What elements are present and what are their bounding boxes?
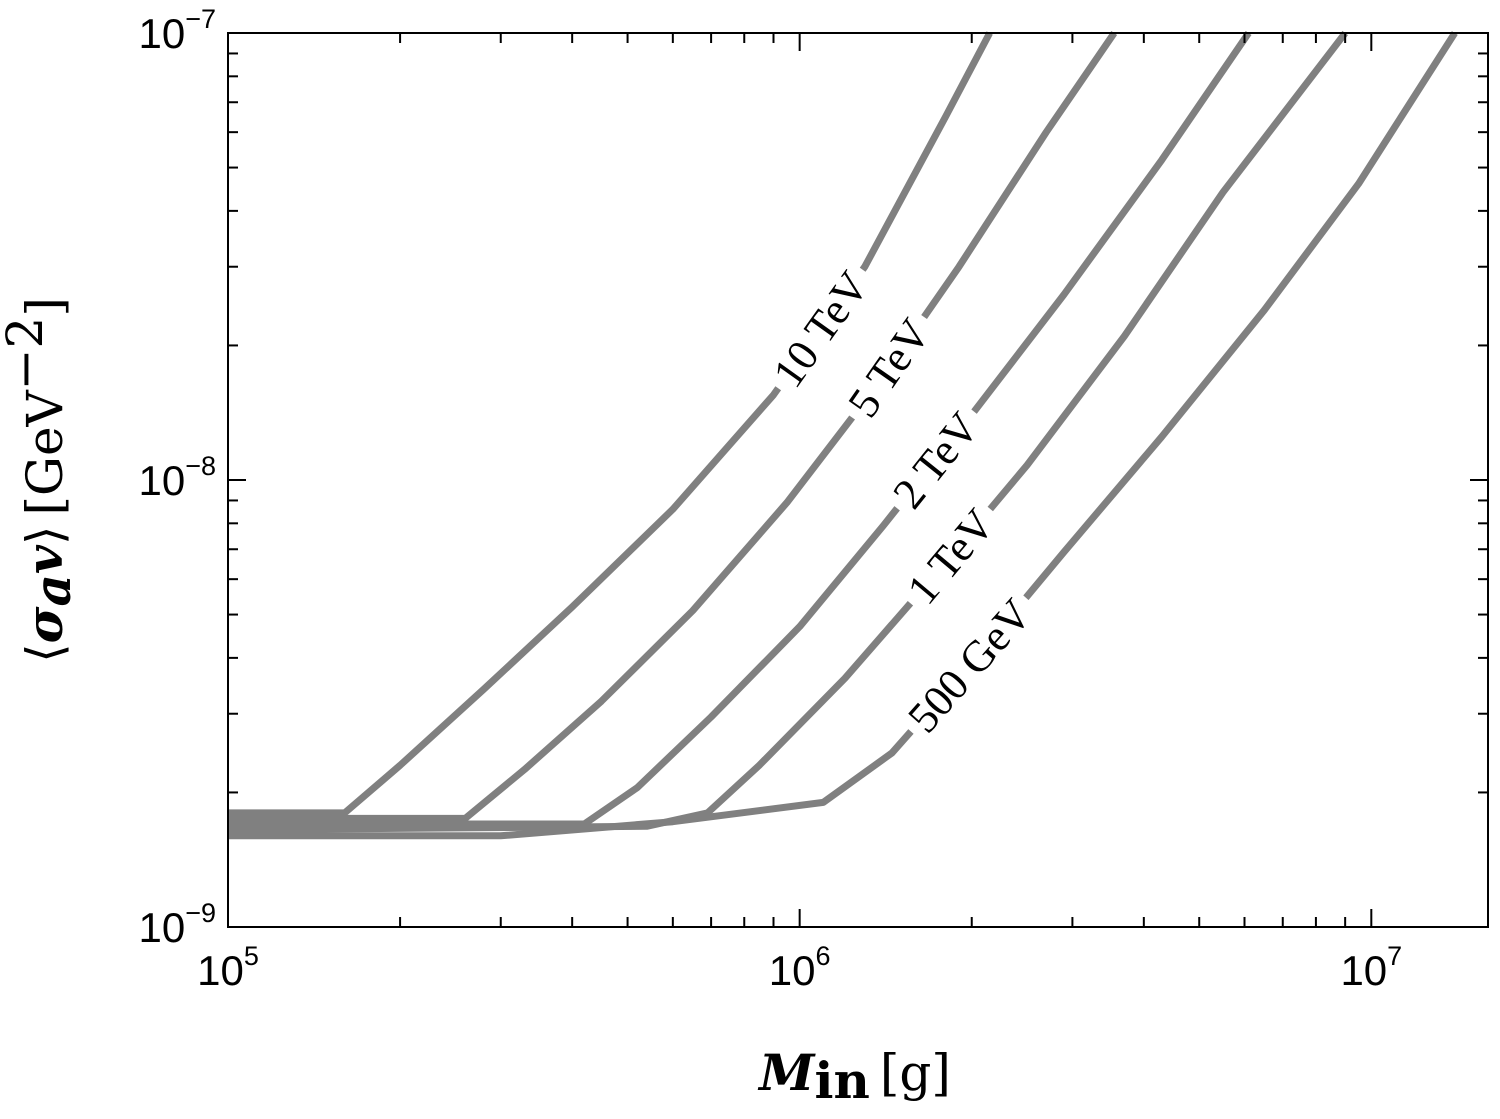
y-axis-title: ⟨σav⟩[GeV−2] [0, 297, 82, 663]
x-axis-title: Min [g] [757, 1043, 951, 1110]
series-line [228, 31, 1252, 828]
y-tick-label: 10−9 [138, 898, 216, 951]
ticks-group [227, 32, 1488, 928]
curves-group [227, 30, 1458, 840]
series-line [228, 31, 993, 817]
tick-labels-group: 105 106 107 10−9 10−8 10−7 [138, 4, 1402, 994]
svg-text:500 GeV: 500 GeV [898, 589, 1041, 742]
x-tick-label: 105 [197, 941, 259, 994]
series-line [227, 30, 1348, 834]
x-tick-label: 106 [769, 941, 831, 994]
plot-frame [227, 32, 1489, 928]
y-tick-label: 10−7 [138, 4, 216, 57]
x-tick-label: 107 [1340, 941, 1402, 994]
series-label: 500 GeV [891, 582, 1049, 750]
y-tick-label: 10−8 [138, 451, 216, 504]
series-line [228, 31, 1118, 822]
